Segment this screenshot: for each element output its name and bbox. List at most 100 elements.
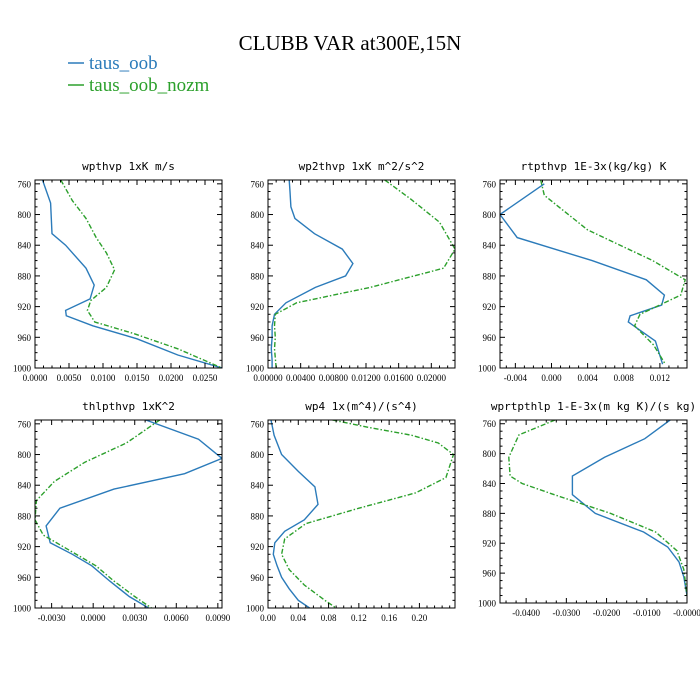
- y-tick-label: 1000: [478, 364, 497, 374]
- x-tick-label: 0.000: [541, 373, 562, 383]
- y-tick-label: 880: [483, 509, 497, 519]
- y-tick-label: 920: [483, 302, 497, 312]
- panel-title: wprtpthlp 1-E-3x(m kg K)/(s kg): [491, 400, 696, 413]
- y-tick-label: 1000: [13, 604, 32, 614]
- y-tick-label: 760: [251, 179, 265, 189]
- y-tick-label: 840: [483, 479, 497, 489]
- panel-title: thlpthvp 1xK^2: [82, 400, 175, 413]
- x-tick-label: -0.004: [504, 373, 528, 383]
- y-tick-label: 920: [251, 302, 265, 312]
- y-tick-label: 1000: [246, 604, 265, 614]
- y-tick-label: 800: [483, 210, 497, 220]
- x-tick-label: 0.04: [290, 613, 306, 623]
- series-line-taus-oob-nozm: [540, 180, 687, 365]
- series-line-taus-oob: [270, 180, 354, 368]
- x-tick-label: -0.0030: [38, 613, 66, 623]
- x-tick-label: 0.0050: [57, 373, 82, 383]
- x-tick-label: 0.00400: [286, 373, 316, 383]
- y-tick-label: 840: [483, 241, 497, 251]
- x-tick-label: 0.0250: [193, 373, 218, 383]
- legend-label-taus-oob-nozm: taus_oob_nozm: [89, 75, 210, 96]
- panel-6: wprtpthlp 1-E-3x(m kg K)/(s kg) -0.0400 -0…: [478, 400, 700, 618]
- y-tick-label: 960: [483, 333, 497, 343]
- x-tick-label: -0.0300: [552, 608, 580, 618]
- series-line-taus-oob: [45, 420, 222, 608]
- y-tick-label: 760: [483, 419, 497, 429]
- x-tick-label: 0.16: [381, 613, 397, 623]
- x-tick-label: 0.0200: [159, 373, 184, 383]
- y-tick-label: 920: [18, 542, 32, 552]
- y-tick-label: 760: [483, 179, 497, 189]
- x-tick-label: 0.0030: [122, 613, 147, 623]
- y-tick-label: 800: [251, 210, 265, 220]
- panels: wpthvp 1xK m/s 0.0000 0.0050 0.0100 0.0150 0.…: [13, 160, 700, 623]
- panel-4: thlpthvp 1xK^2 -0.0030 0.0000 0.0030 0.0060 0…: [13, 400, 231, 623]
- plot-frame: [499, 419, 688, 604]
- y-tick-label: 880: [483, 271, 497, 281]
- x-tick-label: 0.00800: [319, 373, 349, 383]
- series-line-taus-oob-nozm: [273, 180, 455, 368]
- x-tick-label: 0.004: [578, 373, 599, 383]
- x-tick-label: -0.0100: [633, 608, 661, 618]
- y-tick-label: 920: [483, 539, 497, 549]
- panel-2: wp2thvp 1xK m^2/s^2 0.00000 0.00400 0.00800…: [246, 160, 456, 383]
- y-tick-label: 800: [18, 450, 32, 460]
- x-tick-label: 0.02000: [417, 373, 447, 383]
- y-tick-label: 840: [251, 481, 265, 491]
- y-tick-label: 760: [18, 419, 32, 429]
- y-tick-label: 880: [18, 271, 32, 281]
- x-tick-label: -0.0200: [593, 608, 621, 618]
- x-tick-label: 0.01600: [384, 373, 414, 383]
- x-tick-label: -0.0000: [673, 608, 700, 618]
- y-tick-label: 880: [251, 511, 265, 521]
- x-tick-label: 0.08: [321, 613, 337, 623]
- x-tick-label: 0.0000: [81, 613, 106, 623]
- panel-title: wpthvp 1xK m/s: [82, 160, 175, 173]
- y-tick-label: 920: [251, 542, 265, 552]
- y-tick-label: 800: [251, 450, 265, 460]
- y-tick-label: 880: [251, 271, 265, 281]
- series-line-taus-oob-nozm: [508, 420, 687, 596]
- panel-title: wp2thvp 1xK m^2/s^2: [299, 160, 425, 173]
- x-tick-label: 0.20: [412, 613, 428, 623]
- y-tick-label: 800: [18, 210, 32, 220]
- panel-title: rtpthvp 1E-3x(kg/kg) K: [521, 160, 667, 173]
- plot-frame: [499, 179, 688, 369]
- x-tick-label: 0.0000: [23, 373, 48, 383]
- y-tick-label: 960: [18, 333, 32, 343]
- y-tick-label: 880: [18, 511, 32, 521]
- series-line-taus-oob: [500, 183, 666, 365]
- series-line-taus-oob-nozm: [280, 420, 455, 608]
- panel-title: wp4 1x(m^4)/(s^4): [305, 400, 418, 413]
- x-tick-label: 0.12: [351, 613, 367, 623]
- y-tick-label: 960: [251, 573, 265, 583]
- y-tick-label: 760: [18, 179, 32, 189]
- x-tick-label: 0.00: [260, 613, 276, 623]
- series-line-taus-oob: [571, 420, 687, 596]
- series-line-taus-oob: [41, 180, 222, 368]
- x-tick-label: 0.01200: [351, 373, 381, 383]
- x-tick-label: 0.0060: [164, 613, 189, 623]
- panel-5: wp4 1x(m^4)/(s^4) 0.00 0.04 0.08 0.12 0.16 0.2…: [246, 400, 456, 623]
- plot-frame: [267, 419, 456, 609]
- y-tick-label: 760: [251, 419, 265, 429]
- series-line-taus-oob: [270, 420, 319, 608]
- y-tick-label: 960: [18, 573, 32, 583]
- x-tick-label: 0.0090: [205, 613, 230, 623]
- legend: taus_oob taus_oob_nozm: [68, 53, 210, 96]
- y-tick-label: 840: [18, 481, 32, 491]
- x-tick-label: 0.00000: [253, 373, 283, 383]
- plot-frame: [267, 179, 456, 369]
- plot-frame: [34, 179, 223, 369]
- panel-3: rtpthvp 1E-3x(kg/kg) K -0.004 0.000 0.004 0.…: [478, 160, 688, 383]
- figure-title: CLUBB VAR at300E,15N: [239, 31, 462, 55]
- x-tick-label: 0.0100: [91, 373, 116, 383]
- y-tick-label: 1000: [246, 364, 265, 374]
- panel-1: wpthvp 1xK m/s 0.0000 0.0050 0.0100 0.0150 0.…: [13, 160, 223, 383]
- plot-frame: [34, 419, 223, 609]
- x-tick-label: -0.0400: [512, 608, 540, 618]
- x-tick-label: 0.0150: [125, 373, 150, 383]
- y-tick-label: 960: [483, 569, 497, 579]
- x-tick-label: 0.012: [650, 373, 670, 383]
- y-tick-label: 800: [483, 449, 497, 459]
